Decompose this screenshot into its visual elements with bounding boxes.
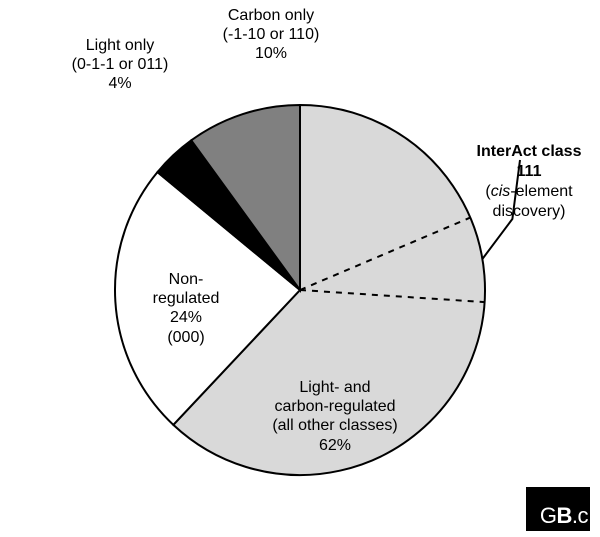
label-line: carbon-regulated: [235, 397, 435, 416]
logo-badge: GB.c: [526, 487, 590, 531]
callout-line: discovery): [454, 202, 600, 222]
callout-line: InterAct class: [454, 142, 600, 162]
label-line: (-1-10 or 110): [196, 25, 346, 44]
label-line: (all other classes): [235, 416, 435, 435]
label-carbon-only: Carbon only (-1-10 or 110) 10%: [196, 6, 346, 64]
label-line: 24%: [126, 308, 246, 327]
label-line: Light- and: [235, 378, 435, 397]
chart-root: Carbon only (-1-10 or 110) 10% Light onl…: [0, 0, 600, 537]
label-line: (000): [126, 328, 246, 347]
label-line: 62%: [235, 436, 435, 455]
callout-interact: InterAct class 111 (cis-element discover…: [454, 142, 600, 222]
callout-line: (cis-element: [454, 182, 600, 202]
label-line: regulated: [126, 289, 246, 308]
label-non-regulated: Non- regulated 24% (000): [126, 270, 246, 347]
label-line: 10%: [196, 44, 346, 63]
label-light-only: Light only (0-1-1 or 011) 4%: [50, 36, 190, 94]
label-line: (0-1-1 or 011): [50, 55, 190, 74]
logo-text: GB.c: [540, 503, 588, 529]
label-line: Carbon only: [196, 6, 346, 25]
label-line: 4%: [50, 74, 190, 93]
label-line: Light only: [50, 36, 190, 55]
callout-line: 111: [454, 162, 600, 182]
label-line: Non-: [126, 270, 246, 289]
label-light-carbon: Light- and carbon-regulated (all other c…: [235, 378, 435, 455]
